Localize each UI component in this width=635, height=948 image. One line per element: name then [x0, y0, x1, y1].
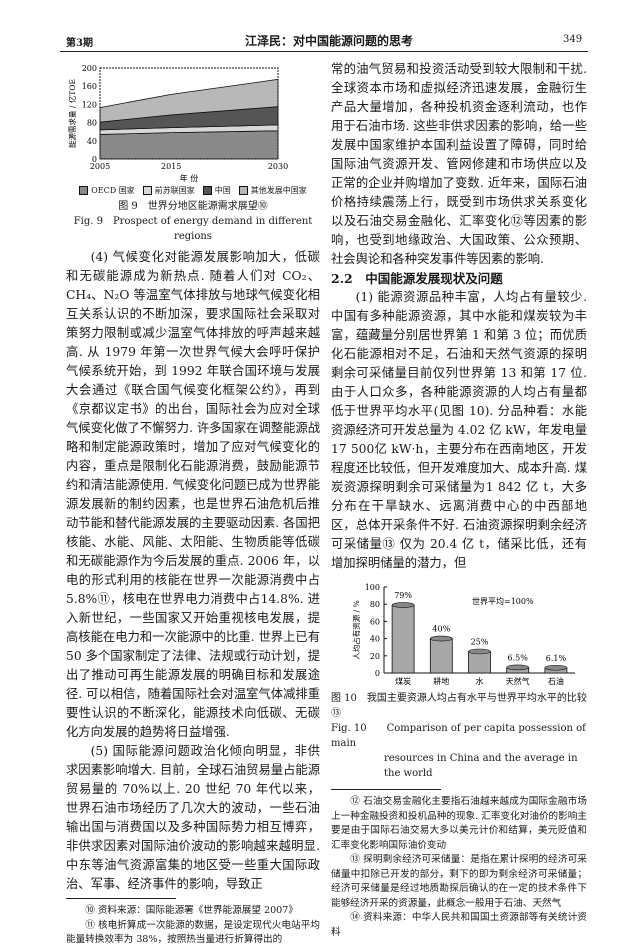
paragraph-5: (5) 国际能源问题政治化倾向明显，非供求因素影响增大. 目前，全球石油贸易量占…	[66, 744, 320, 891]
footnote-13: ⑬ 探明剩余经济可采储量：是指在累计探明的经济可采储量中扣除已开发的部分，剩下的…	[331, 854, 587, 909]
fig9-legend: OECD 国家 前苏联国家 中国 其他发展中国家	[66, 185, 320, 196]
legend-swatch	[202, 186, 212, 195]
bar-top	[430, 635, 453, 642]
right-column-wrap: 常的油气贸易和投资活动受到较大限制和干扰. 全球资本市场和虚拟经济迅速发展，金融…	[331, 60, 587, 940]
legend-label: OECD 国家	[91, 186, 135, 195]
y-tick-label: 120	[82, 100, 97, 109]
left-footnotes: ⑩ 资料来源：国际能源署《世界能源展望 2007》 ⑪ 核电折算成一次能源的数据…	[66, 904, 320, 948]
area-series-0	[99, 130, 279, 160]
left-column-wrap: 0 40 80 120 160 200 2005 2015 2030 年 份 能源需求量 / 亿TO…	[66, 60, 320, 948]
paragraph-4: (4) 气候变化对能源发展影响加大，低碳和无碳能源成为新热点. 随着人们对 CO…	[66, 250, 320, 739]
paragraph-2-2-1: (1) 能源资源品种丰富，人均占有量较少. 中国有多种能源资源，其中水能和煤炭较…	[331, 290, 587, 570]
y-tick-label: 40	[87, 137, 97, 146]
x-axis-label: 年 份	[180, 173, 199, 183]
data-label: 6.5%	[508, 653, 529, 662]
legend-label: 前苏联国家	[154, 186, 195, 195]
y-tick-label: 100	[365, 583, 380, 592]
running-title: 江泽民：对中国能源问题的思考	[245, 34, 414, 48]
y-tick-label: 0	[375, 669, 380, 678]
bar	[429, 638, 453, 674]
bar-top	[468, 648, 491, 655]
legend-item: 中国	[202, 185, 231, 196]
x-tick-label: 2030	[268, 162, 288, 171]
bar-top	[506, 664, 529, 671]
legend-swatch	[79, 186, 89, 195]
x-tick-label: 煤炭	[395, 676, 411, 686]
legend-label: 中国	[214, 186, 231, 195]
y-tick-label: 200	[82, 64, 97, 73]
figure-9-area-chart: 0 40 80 120 160 200 2005 2015 2030 年 份 能源需求量 / 亿TO…	[67, 64, 288, 183]
x-tick-label: 耕地	[433, 676, 449, 686]
y-tick-label: 60	[370, 617, 380, 626]
data-label: 25%	[471, 638, 489, 647]
bar-top	[391, 602, 415, 608]
y-tick-label: 80	[87, 119, 97, 128]
bar	[391, 604, 415, 674]
bar	[468, 651, 491, 674]
plot-frame	[99, 67, 279, 160]
x-tick-label: 2015	[161, 162, 181, 171]
footnote-rule	[66, 898, 176, 899]
footnote-12: ⑫ 石油交易金融化主要指石油越来越成为国际金融市场上一种金融投资和投机品种的现象…	[331, 796, 587, 851]
figure-10-bar-chart: 0 20 40 60 80 100 79% 煤炭 40% 耕地 25% 水 6.5% 天然气 6.1% 石油 世…	[351, 583, 575, 686]
right-footnotes: ⑫ 石油交易金融化主要指石油越来越成为国际金融市场上一种金融投资和投机品种的现象…	[331, 795, 587, 940]
left-column: (4) 气候变化对能源发展影响加大，低碳和无碳能源成为新热点. 随着人们对 CO…	[66, 248, 320, 894]
issue-number: 第3期	[66, 38, 93, 49]
data-label: 79%	[394, 591, 412, 600]
legend-swatch	[238, 186, 248, 195]
annotation: 世界平均=100%	[472, 596, 534, 606]
fig9-caption-en: Fig. 9 Prospect of energy demand in diff…	[73, 216, 313, 242]
fig10-caption-en-1: Fig. 10 Comparison of per capita possess…	[331, 723, 586, 749]
footnote-11: ⑪ 核电折算成一次能源的数据，是设定现代火电站平均能量转换效率为 38%，按照热…	[66, 919, 320, 946]
data-label: 40%	[432, 625, 450, 634]
x-tick-label: 2005	[90, 162, 110, 171]
legend-label: 其他发展中国家	[250, 186, 307, 195]
y-tick-label: 0	[92, 155, 97, 164]
footnote-10: ⑩ 资料来源：国际能源署《世界能源展望 2007》	[85, 905, 298, 916]
y-tick-label: 80	[370, 600, 380, 609]
legend-swatch	[142, 186, 152, 195]
right-column: 常的油气贸易和投资活动受到较大限制和干扰. 全球资本市场和虚拟经济迅速发展，金融…	[331, 60, 587, 573]
y-axis-label: 能源需求量 / 亿TOE	[67, 79, 77, 148]
data-label: 6.1%	[546, 654, 567, 663]
fig10-caption-en-2: resources in China and the average in th…	[384, 753, 578, 779]
legend-item: 其他发展中国家	[238, 185, 307, 196]
footnote-14: ⑭ 资料来源：中华人民共和国国土资源部等有关统计资料	[331, 912, 587, 938]
y-tick-label: 20	[370, 652, 380, 661]
section-heading-2-2: 2.2 中国能源发展现状及问题	[331, 271, 503, 286]
fig10-caption-cn: 图 10 我国主要资源人均占有水平与世界平均水平的比较⑬	[331, 693, 587, 719]
y-tick-label: 40	[370, 635, 380, 644]
legend-item: 前苏联国家	[142, 185, 195, 196]
paragraph-continued: 常的油气贸易和投资活动受到较大限制和干扰. 全球资本市场和虚拟经济迅速发展，金融…	[331, 62, 587, 266]
page-number: 349	[563, 34, 583, 45]
header-rule	[60, 51, 588, 52]
bar-top	[544, 664, 568, 671]
x-tick-label: 石油	[548, 676, 564, 686]
legend-item: OECD 国家	[79, 185, 135, 196]
y-tick-label: 160	[82, 82, 97, 91]
footnote-rule-right	[331, 789, 441, 790]
fig9-caption-cn: 图 9 世界分地区能源需求展望⑩	[118, 201, 268, 212]
x-tick-label: 水	[476, 676, 484, 686]
y-axis-label: 人均占有资源 / %	[351, 600, 361, 659]
x-tick-label: 天然气	[506, 676, 530, 686]
paper-page: 第3期 江泽民：对中国能源问题的思考 349 0 40 80 120 160 200 200…	[60, 34, 588, 945]
